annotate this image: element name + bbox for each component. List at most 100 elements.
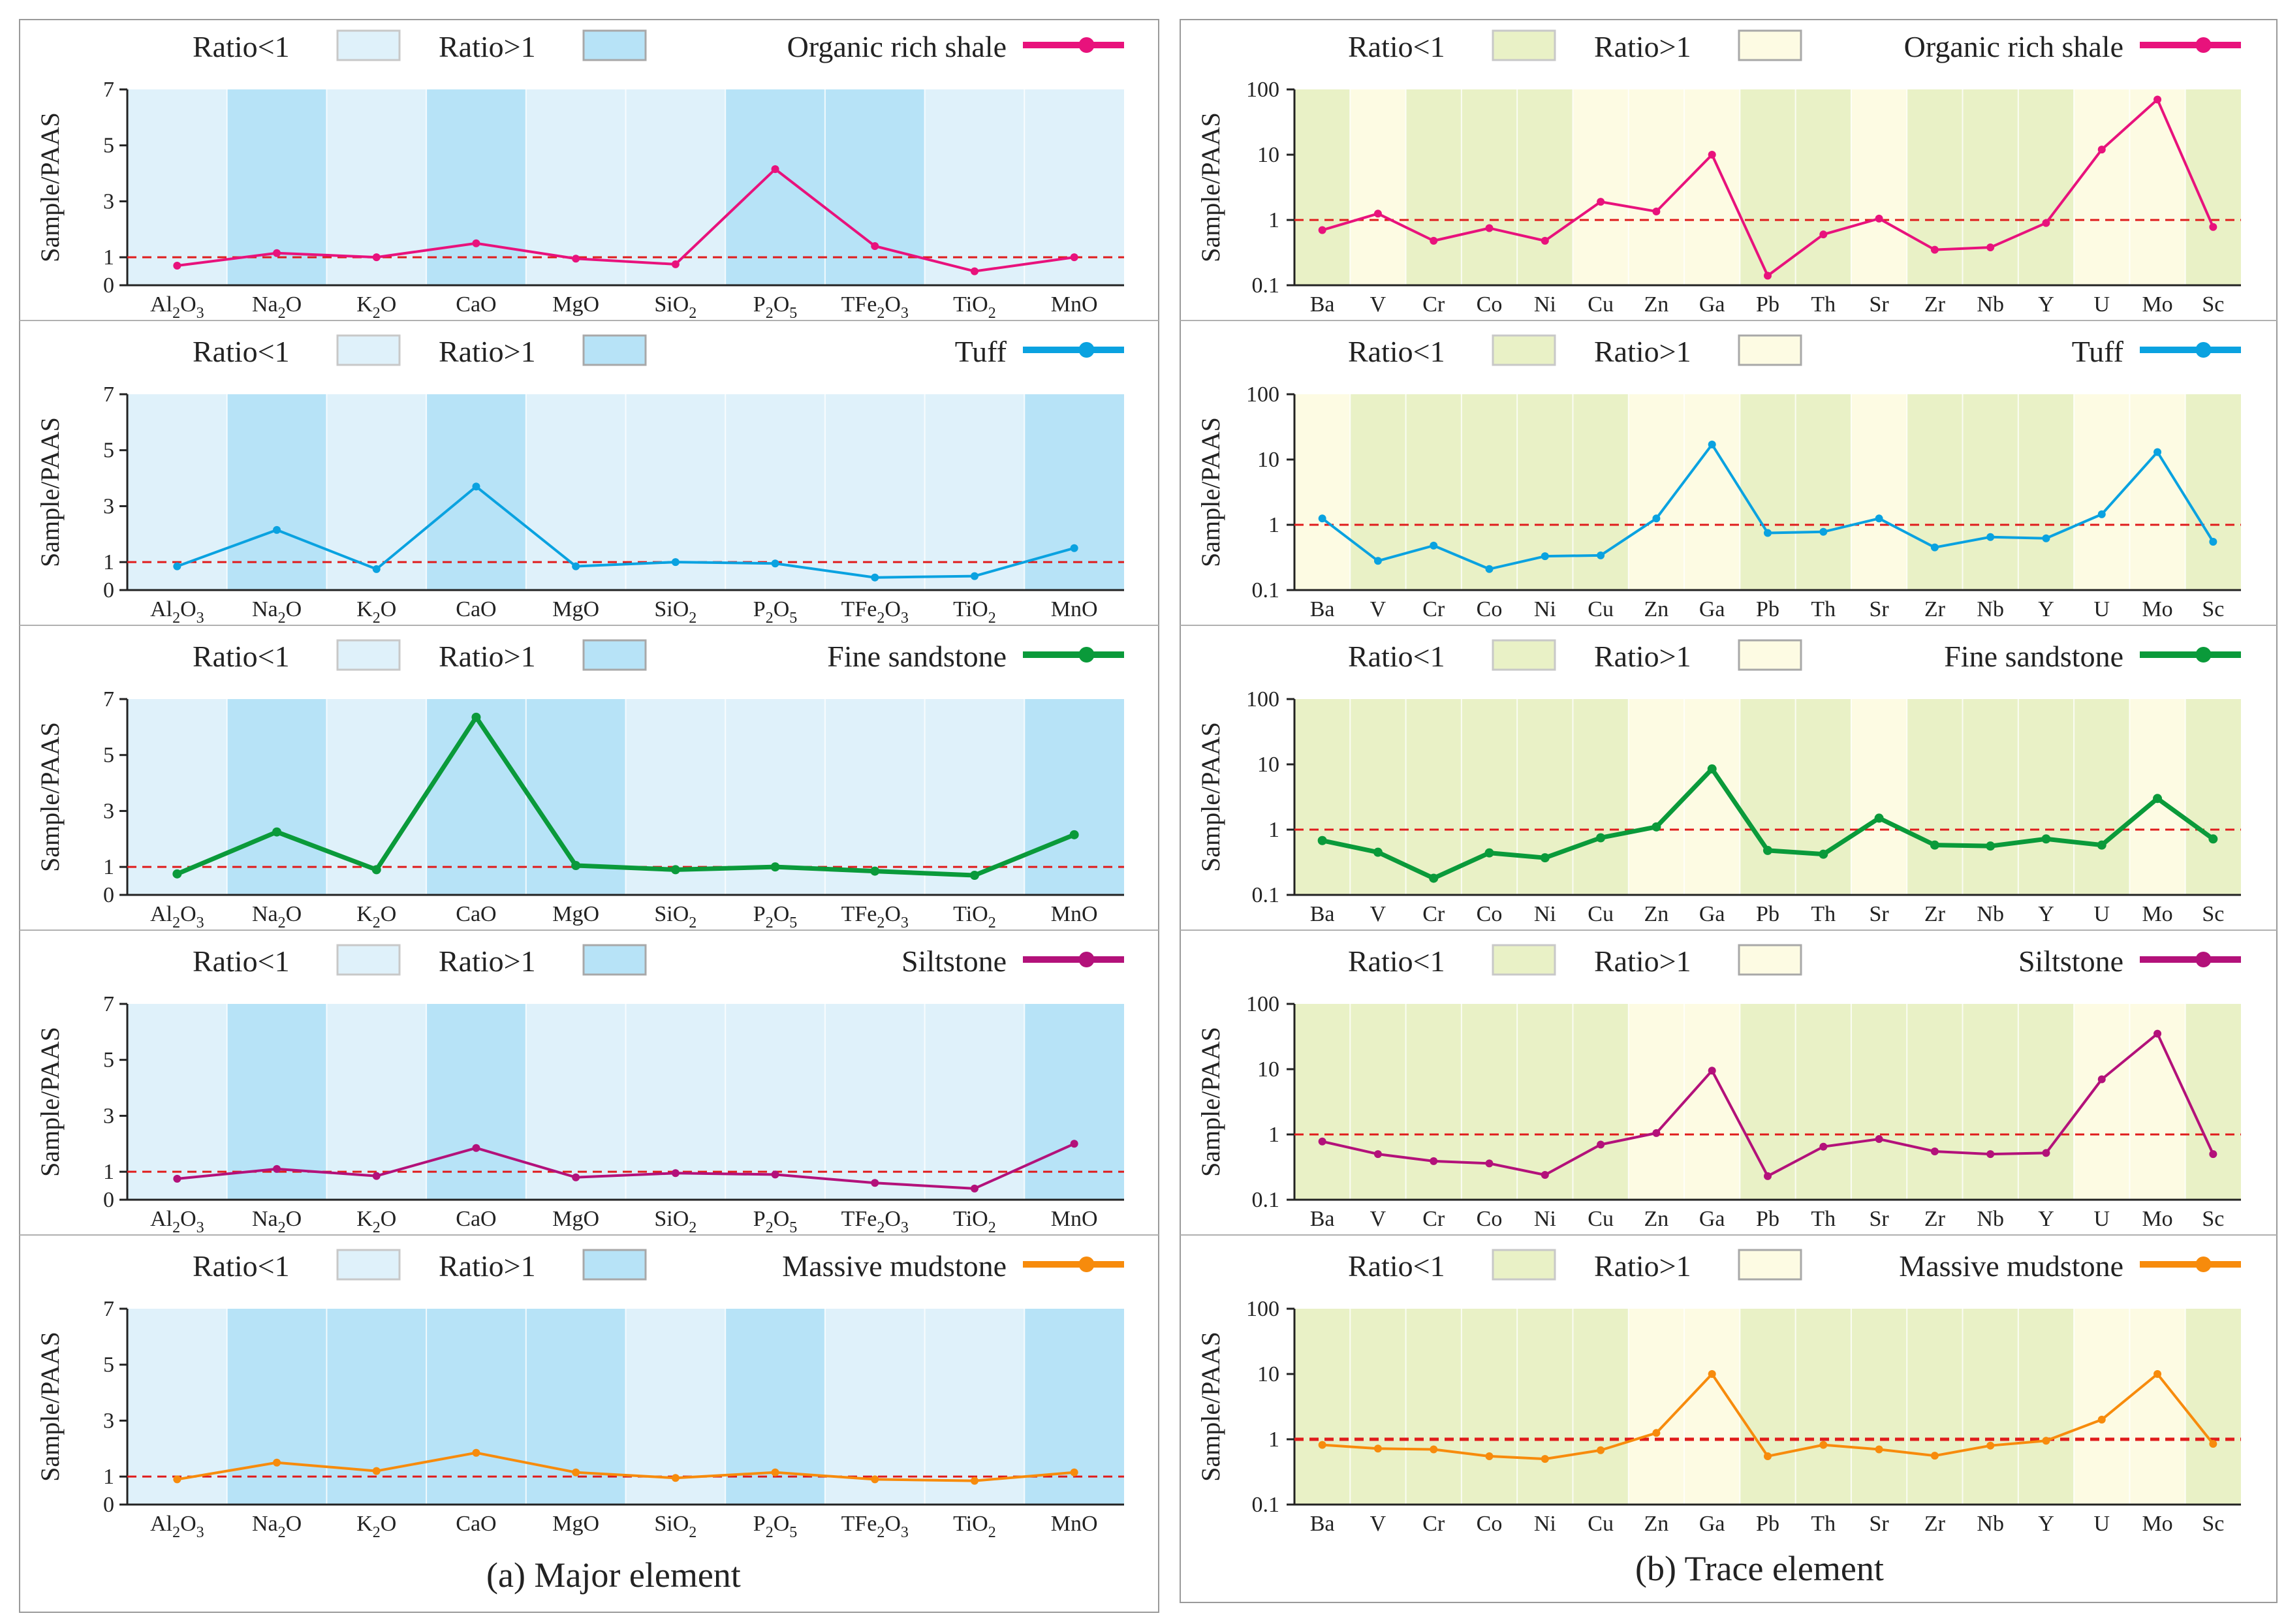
- x-tick-label: MnO: [1051, 902, 1098, 926]
- legend-series-label: Organic rich shale: [1904, 30, 2123, 63]
- x-tick-label: Na2O: [252, 292, 302, 322]
- data-point-cu: [1597, 551, 1605, 559]
- caption-trace-element: (b) Trace element: [1635, 1549, 1884, 1588]
- band-tfe2o3: [824, 394, 925, 590]
- legend-ratio-gt-label: Ratio>1: [439, 640, 536, 673]
- x-tick-label: CaO: [456, 597, 496, 621]
- x-tick-label: K2O: [356, 1207, 396, 1236]
- y-tick-label: 3: [103, 1104, 114, 1128]
- y-tick-label: 5: [103, 134, 114, 158]
- band-pb: [1740, 1004, 1796, 1200]
- x-tick-label: MgO: [552, 292, 599, 317]
- band-mo: [2129, 394, 2185, 590]
- data-point-tfe2o3: [871, 1179, 879, 1187]
- y-tick-label: 1: [1268, 1123, 1279, 1147]
- x-tick-label: Cr: [1422, 292, 1445, 317]
- data-point-zn: [1652, 1129, 1661, 1137]
- band-tio2: [924, 699, 1025, 895]
- x-tick-label: Na2O: [252, 597, 302, 627]
- data-point-mno: [1069, 830, 1079, 839]
- y-tick-label: 100: [1246, 78, 1279, 102]
- x-tick-label: Al2O3: [150, 1207, 204, 1236]
- x-tick-label: K2O: [356, 1512, 396, 1541]
- x-tick-label: V: [1370, 292, 1386, 317]
- data-point-zn: [1652, 207, 1661, 215]
- x-tick-label: CaO: [456, 1207, 496, 1231]
- data-point-sc: [2209, 1440, 2217, 1448]
- band-cu: [1573, 394, 1629, 590]
- legend-series-label: Fine sandstone: [1944, 640, 2123, 673]
- x-tick-label: Co: [1477, 1512, 1503, 1536]
- panel-frame: [1180, 19, 2278, 1603]
- x-tick-label: Zn: [1644, 292, 1669, 317]
- data-point-cu: [1597, 1140, 1605, 1149]
- data-point-y: [2042, 1437, 2050, 1445]
- data-point-nb: [1986, 1441, 1995, 1450]
- data-point-al2o3: [173, 562, 181, 570]
- y-tick-label: 10: [1257, 753, 1279, 777]
- x-tick-label: Sr: [1869, 902, 1889, 926]
- band-ga: [1684, 1004, 1740, 1200]
- legend-ratio-gt-swatch: [582, 639, 647, 671]
- x-tick-label: TiO2: [953, 1207, 996, 1236]
- band-cu: [1573, 699, 1629, 895]
- band-sr: [1851, 1004, 1907, 1200]
- x-tick-label: MnO: [1051, 292, 1098, 317]
- x-tick-label: Cr: [1422, 1207, 1445, 1231]
- x-tick-label: MgO: [552, 1512, 599, 1536]
- y-tick-label: 0.1: [1252, 578, 1280, 602]
- x-tick-label: Al2O3: [150, 292, 204, 322]
- subplot-massive-mudstone: 0.1 1 10 100 Sample/PAAS Ba V Cr Co Ni Cu Zn Ga Pb Th S…: [1180, 1234, 2277, 1536]
- x-tick-label: MgO: [552, 902, 599, 926]
- data-point-mno: [1070, 253, 1078, 262]
- band-zn: [1628, 1309, 1685, 1505]
- x-tick-label: U: [2093, 1207, 2110, 1231]
- band-k2o: [326, 394, 427, 590]
- band-sc: [2185, 1004, 2241, 1200]
- band-ni: [1517, 1309, 1573, 1505]
- x-tick-label: Zr: [1924, 902, 1946, 926]
- data-point-p2o5: [771, 559, 779, 568]
- band-cr: [1405, 1309, 1462, 1505]
- data-point-th: [1819, 527, 1828, 536]
- data-point-sio2: [671, 558, 680, 567]
- x-tick-label: Pb: [1756, 902, 1779, 926]
- legend-ratio-lt-label: Ratio<1: [1348, 640, 1445, 673]
- y-axis-label: Sample/PAAS: [35, 1027, 65, 1177]
- subplot-massive-mudstone: 0 1 3 5 7 Sample/PAAS Al2O3 Na2O K2O CaO MgO SiO2 P2…: [20, 1234, 1159, 1541]
- data-point-k2o: [371, 865, 381, 875]
- y-tick-label: 7: [103, 992, 114, 1016]
- y-axis-label: Sample/PAAS: [1196, 112, 1225, 262]
- x-tick-label: CaO: [456, 1512, 496, 1536]
- x-tick-label: Co: [1477, 292, 1503, 317]
- data-point-u: [2097, 840, 2106, 850]
- band-tio2: [924, 89, 1025, 285]
- data-point-sr: [1875, 1135, 1883, 1144]
- legend-series-label: Massive mudstone: [1899, 1249, 2123, 1283]
- data-point-mgo: [572, 562, 580, 570]
- data-point-ba: [1317, 835, 1327, 845]
- data-point-sr: [1875, 214, 1883, 223]
- band-sio2: [625, 89, 726, 285]
- data-point-ni: [1540, 853, 1550, 863]
- legend-series-swatch-marker: [2195, 37, 2212, 53]
- band-nb: [1962, 1309, 2018, 1505]
- data-point-cr: [1429, 873, 1439, 883]
- band-na2o: [227, 1309, 327, 1505]
- data-point-sio2: [671, 1169, 680, 1178]
- band-k2o: [326, 699, 427, 895]
- data-point-p2o5: [771, 165, 779, 174]
- band-mno: [1024, 394, 1124, 590]
- band-na2o: [227, 699, 327, 895]
- band-sr: [1851, 394, 1907, 590]
- x-tick-label: Ga: [1699, 902, 1725, 926]
- data-point-na2o: [273, 1164, 281, 1173]
- band-y: [2018, 699, 2075, 895]
- panel-frame: [19, 19, 1159, 1613]
- y-axis-label: Sample/PAAS: [1196, 1027, 1225, 1177]
- x-tick-label: Nb: [1977, 902, 2004, 926]
- legend-ratio-lt-label: Ratio<1: [193, 945, 290, 978]
- data-point-nb: [1986, 1150, 1995, 1159]
- band-nb: [1962, 1004, 2018, 1200]
